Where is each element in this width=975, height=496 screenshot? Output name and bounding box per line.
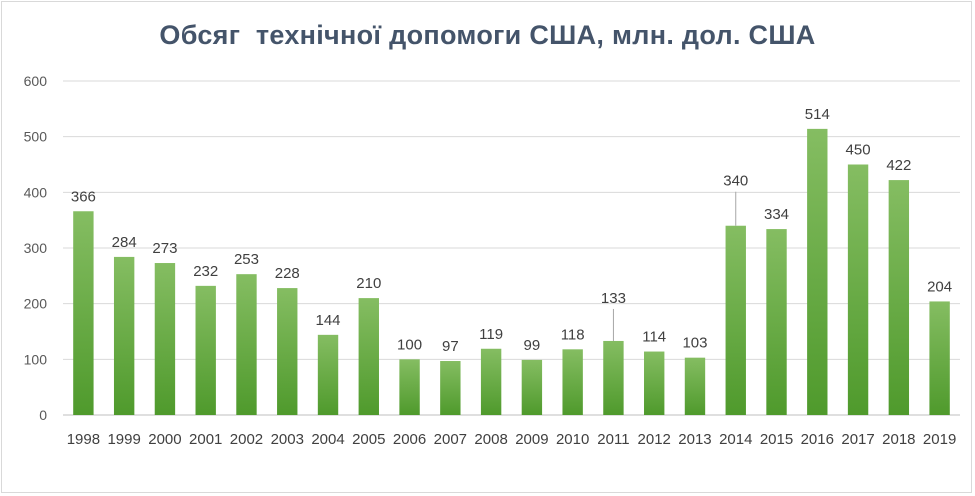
x-tick-label: 2002 [230, 431, 263, 448]
bars [73, 128, 950, 415]
data-label-2003: 228 [275, 265, 300, 282]
bar-2015 [766, 229, 787, 415]
x-axis-ticks: 1998 1999 2000 2001 2002 2003 2004 2005 2006 2007… [67, 431, 957, 448]
x-tick-label: 1998 [67, 431, 100, 448]
data-label-2000: 273 [152, 240, 177, 257]
data-label-2014: 340 [723, 173, 748, 190]
bar-2012 [644, 351, 665, 415]
y-tick-label: 500 [24, 129, 48, 145]
bar-2016 [807, 128, 828, 415]
x-tick-label: 2019 [923, 431, 956, 448]
bar-2001 [195, 285, 216, 415]
x-tick-label: 2005 [352, 431, 385, 448]
bar-1998 [73, 211, 94, 415]
y-axis-ticks: 0 100 200 300 400 500 600 [24, 73, 48, 423]
data-label-2016: 514 [805, 106, 830, 123]
x-tick-label: 2012 [638, 431, 671, 448]
y-tick-label: 200 [24, 296, 48, 312]
data-label-2019: 204 [927, 278, 952, 295]
data-label-2004: 144 [316, 312, 341, 329]
bar-2007 [440, 361, 461, 415]
data-label-2015: 334 [764, 206, 789, 223]
x-tick-label: 2000 [148, 431, 181, 448]
bar-2002 [236, 274, 257, 415]
bar-2009 [521, 359, 543, 415]
bar-2004 [317, 334, 339, 415]
bar-2010 [562, 349, 583, 415]
bar-2006 [399, 359, 420, 415]
x-tick-label: 2001 [189, 431, 222, 448]
data-label-2005: 210 [356, 275, 381, 292]
data-label-2008: 119 [479, 326, 503, 343]
x-tick-label: 2015 [760, 431, 793, 448]
bar-2000 [154, 263, 176, 415]
data-label-2011: 133 [601, 290, 626, 307]
x-tick-label: 2014 [719, 431, 752, 448]
x-tick-label: 1999 [107, 431, 140, 448]
x-tick-label: 2004 [311, 431, 344, 448]
bar-2005 [358, 298, 379, 415]
y-tick-label: 300 [24, 240, 48, 256]
y-tick-label: 400 [24, 184, 48, 200]
data-label-2001: 232 [193, 263, 218, 280]
x-tick-label: 2008 [474, 431, 507, 448]
data-label-1998: 366 [71, 188, 96, 205]
data-label-2018: 422 [886, 157, 911, 174]
data-label-2012: 114 [642, 329, 666, 346]
data-label-2007: 97 [442, 338, 459, 355]
bar-2013 [684, 357, 706, 415]
bar-2008 [480, 348, 502, 415]
chart-title: Обсяг технічної допомоги США, млн. дол. … [159, 20, 816, 50]
leader-lines [612, 191, 737, 341]
x-tick-label: 2009 [515, 431, 548, 448]
x-tick-label: 2013 [678, 431, 711, 448]
data-labels: 366 284 273 232 253 228 144 210 100 97 119 99 118 133… [71, 106, 952, 355]
x-tick-label: 2006 [393, 431, 426, 448]
data-label-2009: 99 [524, 337, 541, 354]
y-tick-label: 100 [24, 351, 48, 367]
bar-2017 [847, 164, 869, 415]
data-label-2017: 450 [846, 142, 871, 159]
data-label-2006: 100 [397, 336, 422, 353]
data-label-2013: 103 [682, 335, 707, 352]
bar-2003 [277, 288, 298, 415]
x-tick-label: 2018 [882, 431, 915, 448]
bar-1999 [113, 256, 135, 415]
bar-2011 [603, 340, 624, 415]
bar-2018 [888, 180, 910, 415]
data-label-2010: 118 [561, 326, 585, 343]
y-tick-label: 0 [39, 407, 47, 423]
bar-2014 [725, 225, 746, 415]
y-tick-label: 600 [24, 73, 48, 89]
data-label-1999: 284 [112, 234, 137, 251]
x-tick-label: 2010 [556, 431, 589, 448]
x-tick-label: 2011 [597, 431, 629, 448]
x-tick-label: 2017 [841, 431, 874, 448]
data-label-2002: 253 [234, 251, 259, 268]
x-tick-label: 2007 [434, 431, 467, 448]
bar-2019 [929, 301, 950, 415]
x-tick-label: 2003 [271, 431, 304, 448]
x-tick-label: 2016 [801, 431, 834, 448]
